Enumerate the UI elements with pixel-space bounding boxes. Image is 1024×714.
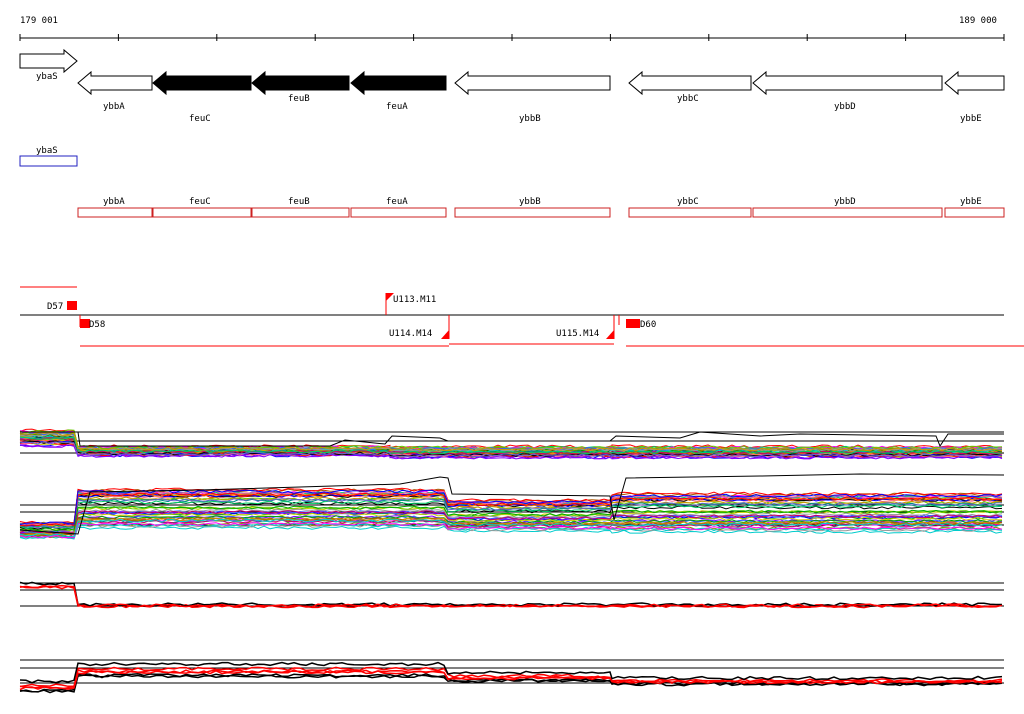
expression-profile-line xyxy=(19,517,1003,537)
gene-arrow-feuC[interactable] xyxy=(152,70,252,96)
box-ybaS[interactable] xyxy=(19,155,78,167)
expression-profile-line xyxy=(19,581,1002,607)
box-feuA[interactable] xyxy=(350,207,447,218)
gene-label-feuB: feuB xyxy=(288,94,310,104)
expression-profile-line xyxy=(19,500,1003,530)
marker-label-u113: U113.M11 xyxy=(393,295,436,305)
expression-panel-3 xyxy=(19,581,1004,609)
expression-profile-line xyxy=(19,512,1002,535)
expression-profile-line xyxy=(20,431,1004,448)
gene-label-ybbD: ybbD xyxy=(834,102,856,112)
expression-profile-line xyxy=(19,508,1003,534)
ruler-ticks xyxy=(19,34,1005,41)
expression-profile-line xyxy=(19,505,1003,532)
gene-arrow-ybbD[interactable] xyxy=(752,70,943,96)
box-ybbE[interactable] xyxy=(944,207,1005,218)
box-label-ybbE: ybbE xyxy=(960,197,982,207)
expression-profile-line xyxy=(19,436,1003,455)
box-ybbB[interactable] xyxy=(454,207,611,218)
expression-profile-line xyxy=(19,510,1003,534)
box-label-ybaS: ybaS xyxy=(36,146,58,156)
marker-label-d58: D58 xyxy=(89,320,105,330)
marker-d58-block[interactable] xyxy=(80,319,90,328)
gene-arrow-ybbB[interactable] xyxy=(454,70,611,96)
box-label-feuA: feuA xyxy=(386,197,408,207)
expression-profile-line xyxy=(19,525,1003,540)
gene-arrow-ybbE[interactable] xyxy=(944,70,1005,96)
gene-label-feuA: feuA xyxy=(386,102,408,112)
expression-panel-1 xyxy=(19,428,1004,460)
coordinate-ruler: 179 001 189 000 xyxy=(19,16,1005,41)
marker-u113-flag[interactable] xyxy=(386,293,394,301)
box-label-ybbD: ybbD xyxy=(834,197,856,207)
marker-u114-flag[interactable] xyxy=(441,330,449,339)
box-label-feuC: feuC xyxy=(189,197,211,207)
gene-label-ybbC: ybbC xyxy=(677,94,699,104)
expression-profile-line xyxy=(19,498,1003,529)
ruler-start-label: 179 001 xyxy=(20,16,58,26)
expression-profile-line xyxy=(19,441,1003,458)
box-label-ybbB: ybbB xyxy=(519,197,541,207)
gene-label-ybbB: ybbB xyxy=(519,114,541,124)
marker-label-d57: D57 xyxy=(47,302,63,312)
expression-profile-line xyxy=(19,661,1003,684)
gene-box-track: ybaS ybbA feuC feuB feuA ybbB ybbC ybbD … xyxy=(19,146,1005,218)
box-feuC[interactable] xyxy=(152,207,252,218)
expression-profile-line xyxy=(19,518,1003,538)
box-label-ybbA: ybbA xyxy=(103,197,125,207)
expression-profile-line xyxy=(19,673,1003,693)
expression-profile-line xyxy=(19,473,1005,535)
box-ybbC[interactable] xyxy=(628,207,752,218)
expression-profile-line xyxy=(19,432,1003,452)
box-label-ybbC: ybbC xyxy=(677,197,699,207)
gene-label-ybaS: ybaS xyxy=(36,72,58,82)
marker-d60-block[interactable] xyxy=(626,319,640,328)
box-feuB[interactable] xyxy=(251,207,350,218)
gene-arrow-feuB[interactable] xyxy=(251,70,350,96)
expression-profile-line xyxy=(19,669,1003,691)
expression-profile-line xyxy=(19,496,1003,529)
expression-panel-4 xyxy=(19,659,1004,694)
marker-label-u115: U115.M14 xyxy=(556,329,599,339)
gene-arrow-ybbC[interactable] xyxy=(628,70,752,96)
gene-arrow-ybaS[interactable] xyxy=(19,48,78,74)
box-ybbA[interactable] xyxy=(77,207,153,218)
box-label-feuB: feuB xyxy=(288,197,310,207)
gene-arrow-feuA[interactable] xyxy=(350,70,447,96)
gene-label-ybbA: ybbA xyxy=(103,102,125,112)
marker-label-u114: U114.M14 xyxy=(389,329,432,339)
marker-u115-flag[interactable] xyxy=(606,330,614,339)
expression-panel-2 xyxy=(19,473,1005,540)
marker-d57-block[interactable] xyxy=(67,301,77,310)
expression-profile-line xyxy=(19,584,1003,608)
marker-track: D57 U113.M11 D58 U114.M14 U115.M14 D60 xyxy=(20,286,1024,347)
gene-arrow-ybbA[interactable] xyxy=(77,70,153,96)
gene-label-feuC: feuC xyxy=(189,114,211,124)
expression-profile-line xyxy=(19,666,1003,688)
ruler-end-label: 189 000 xyxy=(959,16,997,26)
gene-label-ybbE: ybbE xyxy=(960,114,982,124)
expression-profile-line xyxy=(19,519,1003,538)
expression-profile-line xyxy=(19,487,1003,525)
box-ybbD[interactable] xyxy=(752,207,943,218)
expression-profile-line xyxy=(19,430,1003,450)
expression-profile-line xyxy=(19,492,1003,527)
expression-profile-line xyxy=(19,510,1003,534)
expression-profile-line xyxy=(19,437,1003,455)
gene-arrow-track: ybaS ybbA feuC feuB feuA ybbB ybbC ybbD … xyxy=(19,48,1005,124)
expression-profile-line xyxy=(19,523,1003,539)
marker-label-d60: D60 xyxy=(640,320,656,330)
expression-profile-line xyxy=(19,522,1003,539)
